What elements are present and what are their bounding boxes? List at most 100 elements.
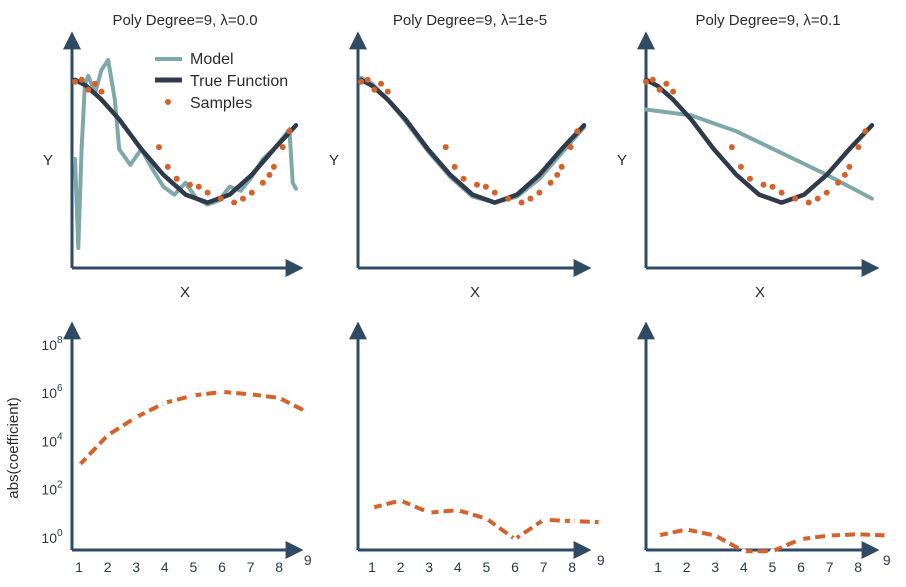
sample-point-1-11 bbox=[505, 195, 512, 202]
sample-point-0-5 bbox=[155, 144, 162, 151]
coef-point-0-8 bbox=[305, 409, 311, 415]
x-tick-label-2-0: 1 bbox=[654, 559, 662, 575]
coef-point-1-2 bbox=[426, 510, 432, 516]
sample-point-2-14 bbox=[823, 189, 830, 196]
sample-point-1-14 bbox=[536, 189, 543, 196]
sample-point-1-10 bbox=[491, 189, 498, 196]
coef-point-2-4 bbox=[769, 548, 775, 554]
x-tick-label-2-3: 4 bbox=[740, 559, 748, 575]
sample-point-0-9 bbox=[195, 183, 202, 190]
y-tick-exp-4: 8 bbox=[57, 335, 63, 346]
x-tick-label-1-0: 1 bbox=[368, 559, 376, 575]
y-tick-base-2: 10 bbox=[41, 433, 57, 449]
coef-point-1-8 bbox=[598, 519, 604, 525]
sample-point-2-5 bbox=[728, 144, 735, 151]
coef-line-1 bbox=[371, 498, 601, 542]
sample-point-2-1 bbox=[649, 76, 656, 83]
sample-point-2-9 bbox=[769, 183, 776, 190]
x-tick-label-2-8: 9 bbox=[883, 552, 891, 568]
x-tick-label-1-1: 2 bbox=[397, 559, 405, 575]
legend-model-label: Model bbox=[190, 51, 234, 68]
y-tick-base-0: 10 bbox=[41, 530, 57, 546]
sample-point-1-18 bbox=[567, 144, 574, 151]
x-tick-label-1-2: 3 bbox=[425, 559, 433, 575]
true-function-line-0 bbox=[72, 77, 299, 205]
x-tick-label-0-7: 8 bbox=[275, 559, 283, 575]
sample-point-1-9 bbox=[482, 183, 489, 190]
sample-point-0-0 bbox=[72, 78, 78, 85]
sample-point-2-10 bbox=[778, 189, 785, 196]
x-tick-label-0-4: 5 bbox=[190, 559, 198, 575]
x-tick-label-0-6: 7 bbox=[247, 559, 255, 575]
sample-point-2-16 bbox=[841, 171, 848, 178]
sample-point-0-10 bbox=[204, 189, 211, 196]
y-tick-label-0: 100 bbox=[41, 528, 63, 546]
y-tick-label-3: 106 bbox=[41, 383, 63, 401]
y-tick-base-1: 10 bbox=[41, 482, 57, 498]
coef-point-0-2 bbox=[133, 414, 139, 420]
coef-point-1-1 bbox=[398, 498, 404, 504]
sample-point-1-7 bbox=[460, 175, 467, 182]
coef-point-0-3 bbox=[162, 400, 168, 406]
sample-point-2-13 bbox=[814, 195, 821, 202]
y-tick-exp-1: 2 bbox=[57, 480, 63, 491]
panel-title-2: Poly Degree=9, λ=0.1 bbox=[695, 12, 840, 29]
sample-point-2-15 bbox=[835, 179, 842, 186]
y-tick-exp-2: 4 bbox=[57, 431, 63, 442]
true-function-line-2 bbox=[643, 77, 875, 205]
coef-point-0-5 bbox=[219, 389, 225, 395]
x-tick-label-0-1: 2 bbox=[104, 559, 112, 575]
x-tick-label-0-8: 9 bbox=[304, 552, 312, 568]
sample-point-2-8 bbox=[760, 181, 767, 188]
legend-true-function-label: True Function bbox=[190, 73, 288, 90]
coef-y-axis-label: abs(coefficient) bbox=[5, 397, 22, 498]
sample-point-0-12 bbox=[231, 199, 238, 206]
y-tick-base-3: 10 bbox=[41, 385, 57, 401]
y-tick-label-1: 102 bbox=[41, 480, 63, 498]
coef-point-1-3 bbox=[455, 507, 461, 513]
x-tick-label-2-5: 6 bbox=[797, 559, 805, 575]
y-tick-label-2: 104 bbox=[41, 431, 63, 449]
sample-point-0-3 bbox=[91, 80, 98, 87]
sample-point-1-2 bbox=[371, 86, 378, 93]
sample-point-0-1 bbox=[78, 76, 85, 83]
sample-point-2-0 bbox=[643, 78, 649, 85]
y-axis-label-1: Y bbox=[329, 152, 339, 169]
panel-title-1: Poly Degree=9, λ=1e-5 bbox=[393, 12, 547, 29]
sample-point-1-17 bbox=[558, 163, 565, 170]
coef-point-0-6 bbox=[248, 391, 254, 397]
sample-point-2-4 bbox=[670, 88, 677, 95]
coef-point-2-6 bbox=[827, 533, 833, 539]
coef-point-2-1 bbox=[684, 526, 690, 532]
x-tick-label-0-2: 3 bbox=[132, 559, 140, 575]
y-tick-exp-0: 0 bbox=[57, 528, 63, 539]
sample-point-0-18 bbox=[279, 144, 286, 151]
x-tick-label-0-5: 6 bbox=[218, 559, 226, 575]
sample-point-1-8 bbox=[473, 181, 480, 188]
sample-point-0-6 bbox=[164, 163, 171, 170]
sample-point-1-16 bbox=[554, 171, 561, 178]
coef-point-1-0 bbox=[369, 505, 375, 511]
x-tick-label-2-2: 3 bbox=[711, 559, 719, 575]
y-tick-exp-3: 6 bbox=[57, 383, 63, 394]
sample-point-0-11 bbox=[217, 195, 224, 202]
sample-point-0-19 bbox=[286, 128, 293, 135]
sample-point-1-3 bbox=[378, 80, 385, 87]
coef-point-0-1 bbox=[105, 432, 111, 438]
sample-point-1-12 bbox=[518, 199, 525, 206]
x-tick-label-2-4: 5 bbox=[769, 559, 777, 575]
sample-point-1-0 bbox=[358, 78, 364, 85]
sample-point-1-15 bbox=[547, 179, 554, 186]
x-tick-label-1-8: 9 bbox=[597, 552, 605, 568]
sample-point-1-13 bbox=[527, 195, 534, 202]
x-tick-label-2-7: 8 bbox=[854, 559, 862, 575]
sample-point-2-12 bbox=[805, 199, 812, 206]
y-axis-label-2: Y bbox=[617, 152, 627, 169]
sample-point-2-17 bbox=[846, 163, 853, 170]
x-axis-label-2: X bbox=[755, 284, 765, 301]
sample-point-2-2 bbox=[656, 86, 663, 93]
coef-point-2-7 bbox=[855, 531, 861, 537]
coef-point-1-6 bbox=[541, 517, 547, 523]
sample-point-0-4 bbox=[98, 88, 105, 95]
